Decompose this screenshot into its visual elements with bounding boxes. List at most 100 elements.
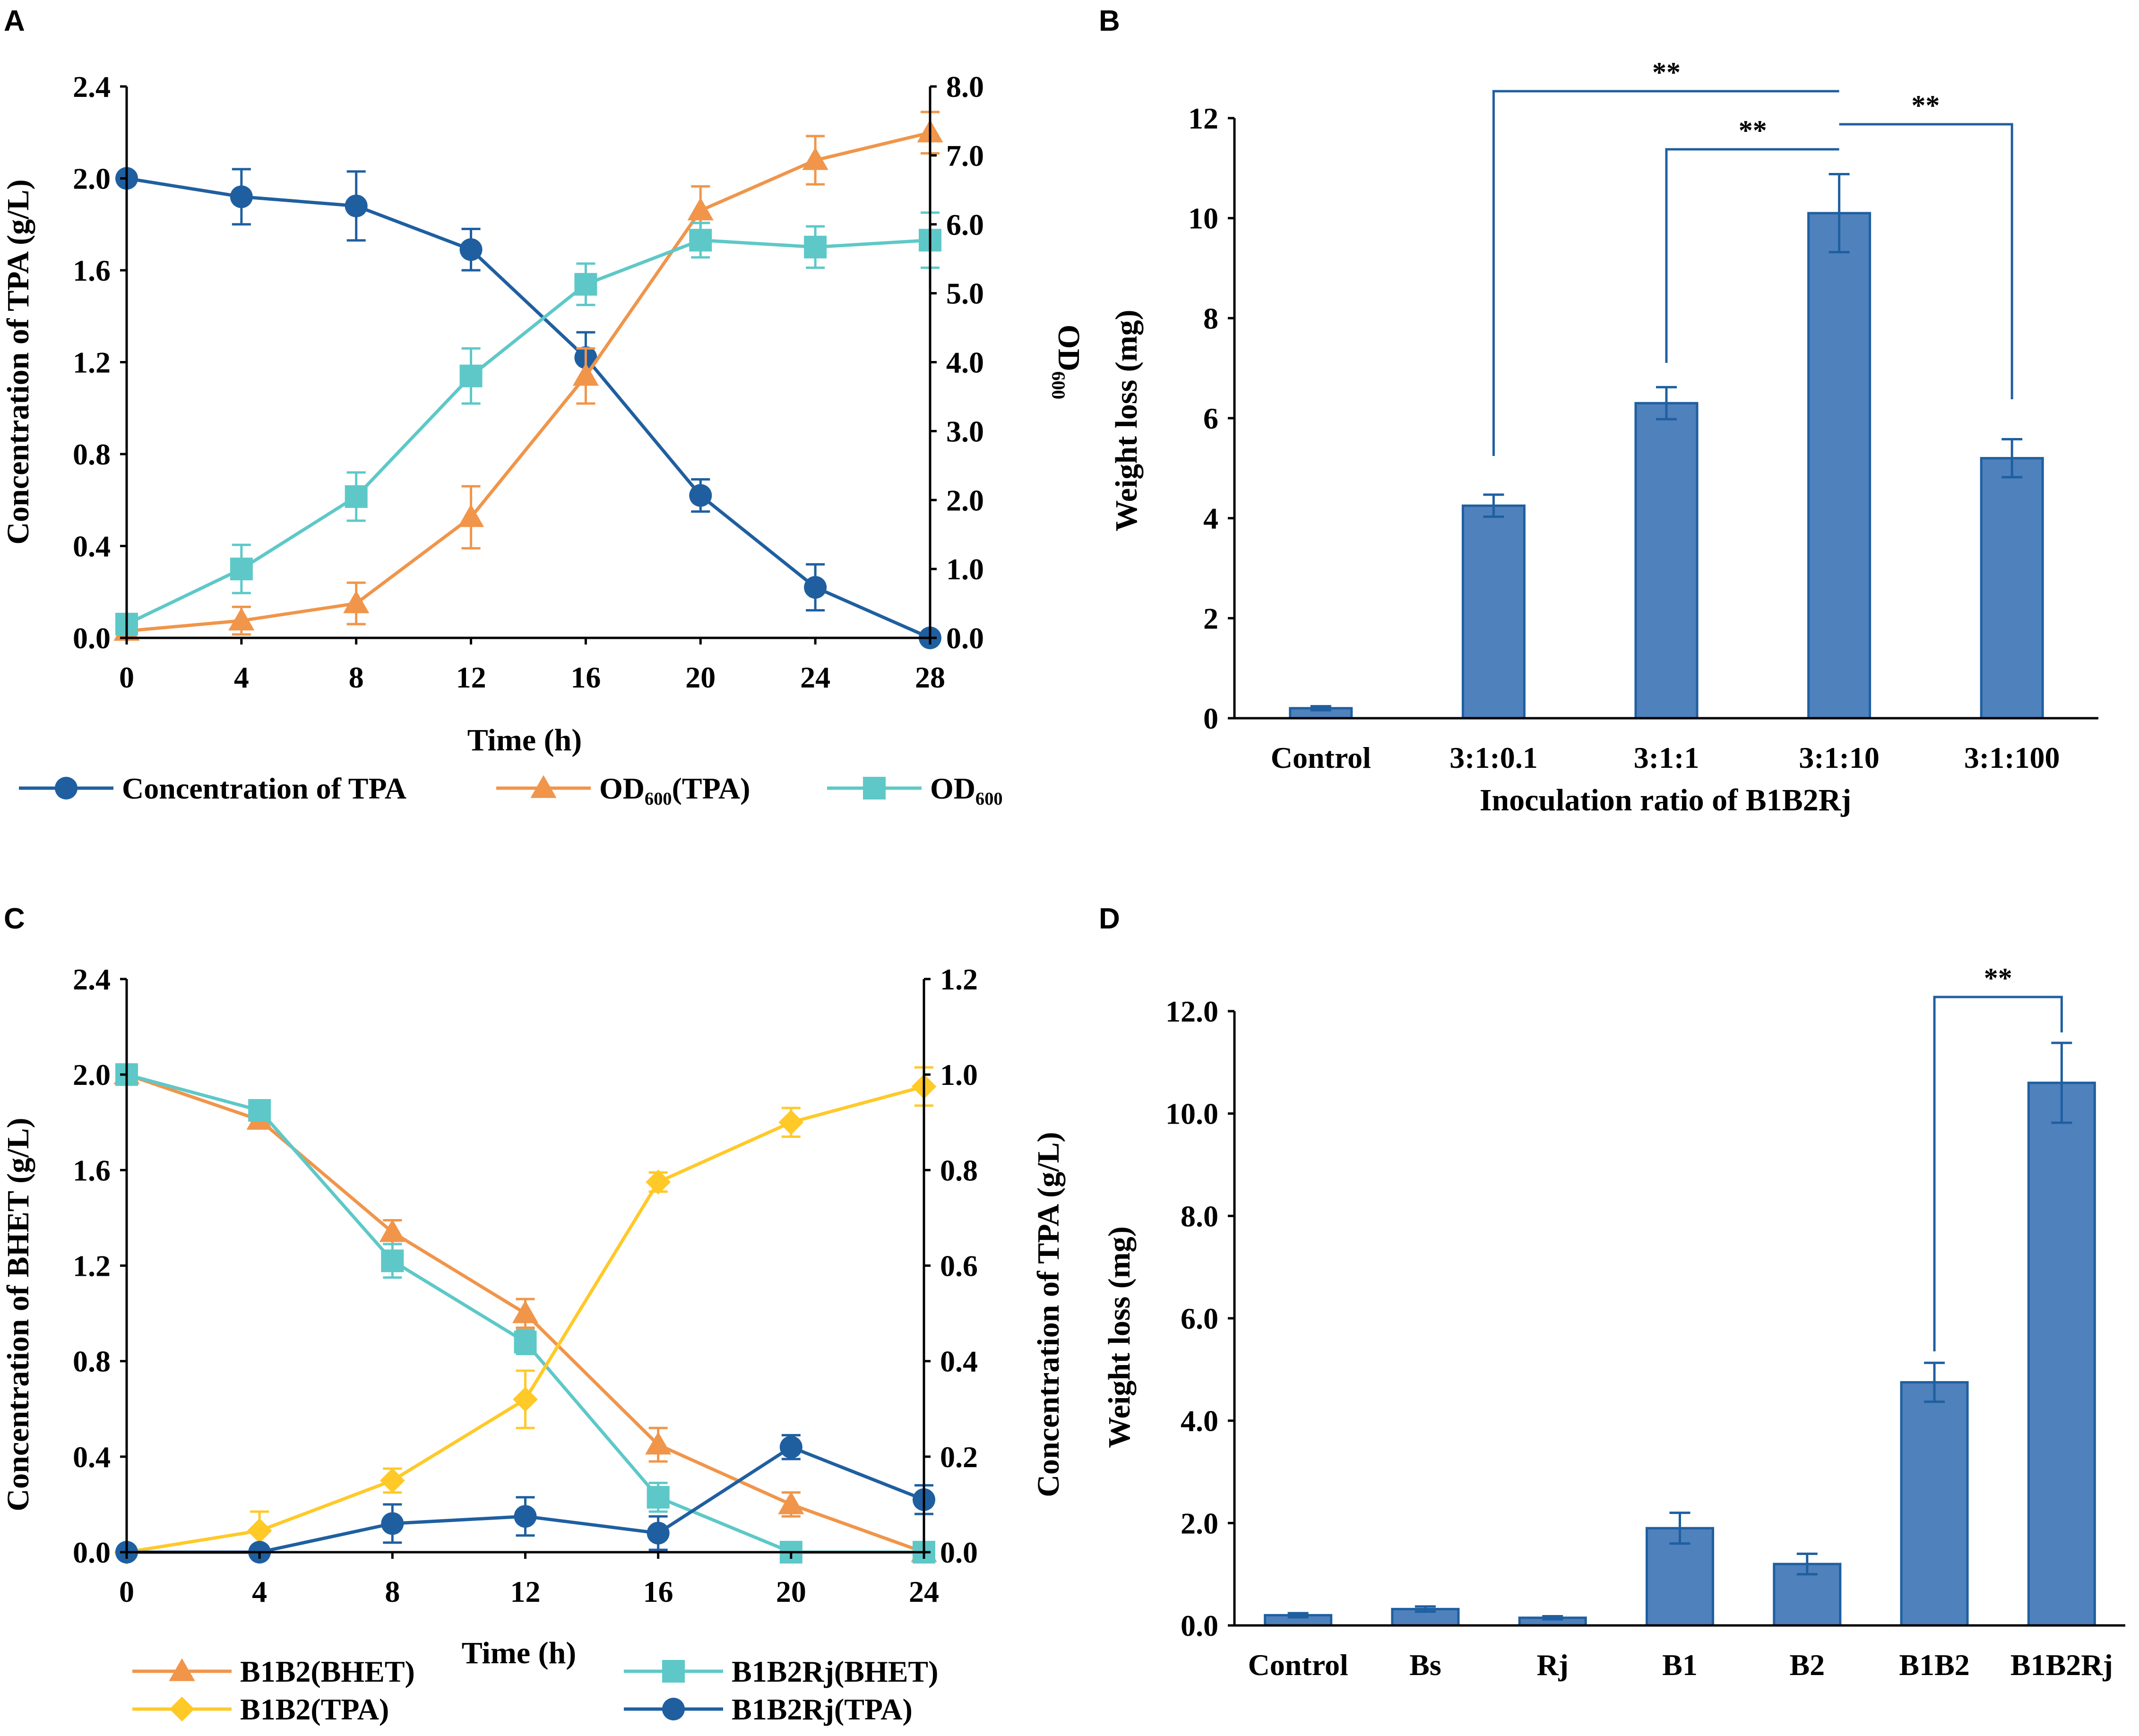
significance-label: ** — [1984, 963, 2012, 994]
significance-label: ** — [1911, 90, 1940, 121]
data-point — [230, 558, 253, 581]
data-point — [381, 1249, 404, 1272]
x-tick-label: 8 — [349, 661, 364, 694]
data-point — [459, 238, 483, 261]
panel-label-a: A — [4, 5, 25, 37]
category-label: Control — [1271, 741, 1371, 774]
y-tick-label: 1.2 — [73, 1249, 111, 1283]
panel-d-y-axis-title: Weight loss (mg) — [1102, 1226, 1137, 1448]
y-tick-label: 0.4 — [73, 530, 111, 563]
y-tick-label: 0.0 — [1181, 1609, 1218, 1642]
data-point — [512, 1300, 539, 1323]
bar — [1461, 504, 1526, 720]
panel-b-y-axis-title: Weight loss (mg) — [1109, 309, 1144, 531]
y2-tick-label: 0.2 — [940, 1440, 978, 1474]
y2-tick-label: 0.6 — [940, 1249, 978, 1283]
y2-tick-label: 0.0 — [946, 621, 984, 655]
y-tick-label: 0 — [1203, 702, 1218, 735]
y-tick-label: 2.0 — [73, 1058, 111, 1091]
data-point — [380, 1468, 405, 1493]
y-tick-label: 2.4 — [73, 963, 111, 996]
legend-label: B1B2(TPA) — [240, 1693, 389, 1726]
data-point — [687, 197, 714, 221]
y-tick-label: 10.0 — [1165, 1097, 1218, 1131]
data-point — [459, 364, 483, 387]
data-point — [345, 485, 368, 508]
legend-label: OD₆₀₀(TPA) — [599, 772, 750, 805]
legend-label: B1B2(BHET) — [240, 1655, 415, 1688]
y-tick-label: 0.4 — [73, 1440, 111, 1474]
data-point — [381, 1512, 404, 1535]
y-tick-label: 0.8 — [73, 438, 111, 471]
legend-marker — [662, 1660, 685, 1683]
data-point — [647, 1521, 670, 1545]
bar — [1980, 457, 2044, 720]
y2-tick-label: 2.0 — [946, 483, 984, 517]
legend-label: OD₆₀₀ — [930, 772, 1003, 805]
y-tick-label: 0.8 — [73, 1345, 111, 1378]
data-point — [514, 1505, 537, 1528]
data-point — [343, 590, 370, 613]
y2-tick-label: 0.0 — [940, 1536, 978, 1569]
data-point — [645, 1431, 672, 1455]
y2-tick-label: 1.0 — [946, 552, 984, 586]
category-label: Bs — [1409, 1648, 1441, 1682]
panel-b-bar-chart: 0 2 4 6 8 10 12 Control 3:1:0.1 3:1:1 3:1:10 3:1:10… — [1109, 57, 2098, 817]
y-tick-label: 6.0 — [1181, 1302, 1218, 1335]
data-point — [778, 1491, 804, 1514]
y-tick-label: 8 — [1203, 301, 1218, 335]
data-point — [804, 235, 827, 258]
category-label: Control — [1248, 1648, 1348, 1682]
data-point — [804, 576, 827, 599]
panel-c-y2-axis-title: Concentration of TPA (g/L) — [1031, 1132, 1066, 1497]
y-tick-label: 12.0 — [1165, 995, 1218, 1028]
data-point — [379, 1219, 405, 1242]
significance-bracket — [1492, 90, 1839, 456]
significance-label: ** — [1739, 115, 1767, 146]
x-tick-label: 0 — [119, 661, 134, 694]
bar — [1900, 1381, 1969, 1627]
legend-marker — [662, 1698, 685, 1720]
legend-marker — [530, 775, 557, 798]
data-point — [228, 607, 255, 631]
x-tick-label: 4 — [234, 661, 249, 694]
series-line — [126, 131, 931, 633]
x-tick-label: 20 — [776, 1575, 806, 1608]
panel-c-y-axis-title: Concentration of BHET (g/L) — [1, 1118, 35, 1512]
data-point — [802, 147, 828, 170]
y-tick-label: 0.0 — [73, 621, 111, 655]
category-label: B1 — [1662, 1648, 1698, 1682]
bar — [1807, 212, 1872, 720]
y-tick-label: 4.0 — [1181, 1404, 1218, 1438]
data-point — [513, 1387, 538, 1412]
category-label: 3:1:10 — [1799, 741, 1880, 774]
data-point — [572, 363, 599, 386]
y-tick-label: 2.4 — [73, 70, 111, 103]
y-tick-label: 0.0 — [73, 1536, 111, 1569]
data-point — [230, 185, 253, 208]
y-tick-label: 1.6 — [73, 254, 111, 287]
x-tick-label: 12 — [510, 1575, 541, 1608]
panel-label-b: B — [1099, 5, 1120, 37]
data-point — [345, 194, 368, 217]
category-label: 3:1:0.1 — [1449, 741, 1538, 774]
data-point — [248, 1099, 271, 1122]
series-line — [126, 238, 931, 626]
y-tick-label: 1.2 — [73, 346, 111, 379]
legend-label: B1B2Rj(BHET) — [732, 1655, 938, 1688]
y-tick-label: 8.0 — [1181, 1199, 1218, 1233]
y2-tick-label: 1.2 — [940, 963, 978, 996]
panel-b-x-axis-title: Inoculation ratio of B1B2Rj — [1480, 783, 1852, 817]
panel-label-c: C — [4, 902, 25, 935]
data-point — [646, 1169, 671, 1195]
data-point — [457, 504, 484, 527]
y-tick-label: 4 — [1203, 502, 1218, 535]
x-tick-label: 16 — [570, 661, 601, 694]
significance-label: ** — [1652, 57, 1681, 88]
legend-marker — [55, 777, 78, 799]
y2-tick-label: 3.0 — [946, 414, 984, 448]
data-point — [779, 1435, 802, 1459]
y-tick-label: 2.0 — [1181, 1506, 1218, 1540]
y2-tick-label: 7.0 — [946, 139, 984, 172]
